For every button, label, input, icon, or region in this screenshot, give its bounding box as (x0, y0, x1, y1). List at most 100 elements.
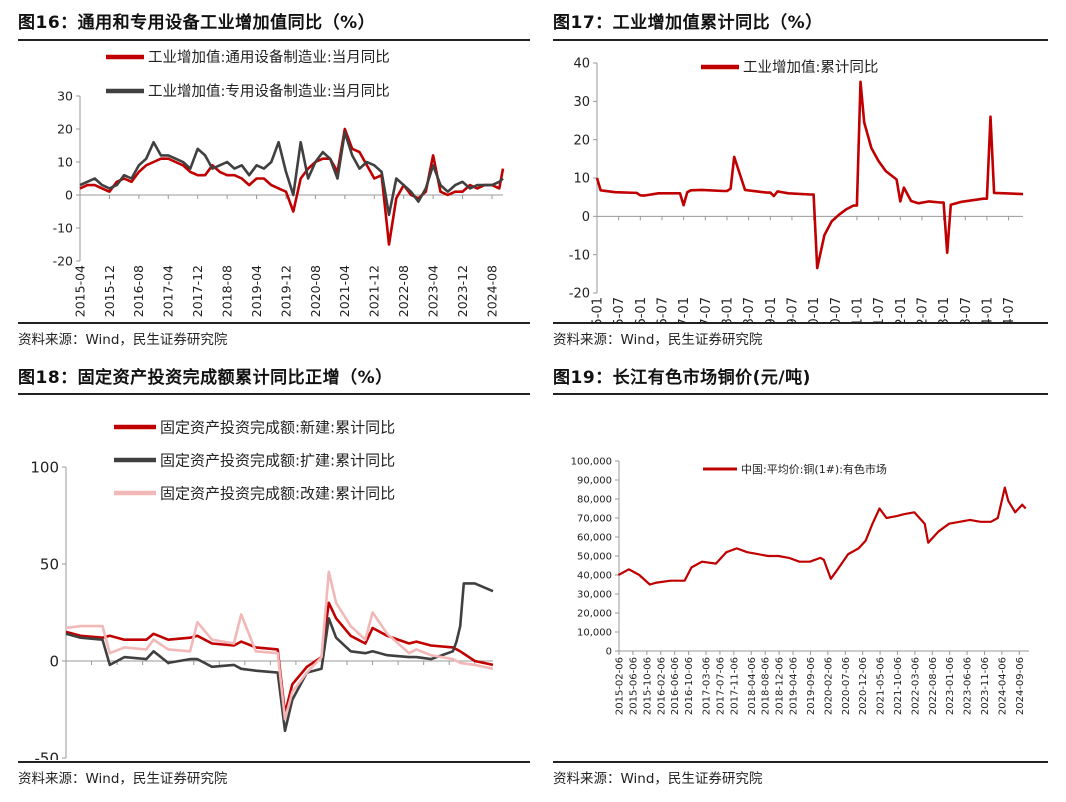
x-tick-label: 2016-01 (634, 297, 649, 323)
x-tick-label: 2017-03-06 (702, 657, 713, 715)
x-tick-label: 2016-06-06 (670, 657, 681, 715)
y-tick-label: -20 (569, 287, 590, 302)
x-tick-label: 2017-01 (677, 297, 692, 323)
series-line (79, 131, 504, 217)
x-tick-label: 2017-07 (699, 297, 714, 323)
x-tick-label: 2023-01 (937, 297, 952, 323)
legend-label: 固定资产投资完成额:扩建:累计同比 (160, 451, 395, 469)
chart-18: 100500-502015-022015-092016-042016-11201… (30, 418, 494, 760)
x-tick-label: 2022-07 (915, 297, 930, 323)
figure-18: 图18：固定资产投资完成额累计同比正增（%） 100500-502015-022… (18, 363, 530, 793)
x-tick-label: 2018-12-06 (775, 657, 786, 715)
y-tick-label: 90,000 (577, 476, 612, 487)
x-tick-label: 2015-12 (102, 265, 117, 317)
x-tick-label: 2021-07 (872, 297, 887, 323)
y-tick-label: -20 (53, 254, 73, 269)
x-tick-label: 2019-04 (249, 265, 264, 317)
series-line (617, 486, 1027, 586)
x-tick-label: 2016-08 (131, 265, 146, 317)
title-rule (18, 393, 530, 395)
x-tick-label: 2022-01 (894, 297, 909, 323)
title-rule (18, 39, 530, 41)
source-rule (18, 761, 530, 763)
legend-label: 工业增加值:专用设备制造业:当月同比 (148, 83, 390, 100)
y-tick-label: -50 (35, 749, 60, 760)
x-tick-label: 2020-08 (308, 265, 323, 317)
x-tick-label: 2020-02-06 (823, 657, 834, 715)
figure-title: 图16：通用和专用设备工业增加值同比（%） (18, 13, 376, 33)
x-tick-label: 2019-12 (278, 265, 293, 317)
legend-label: 固定资产投资完成额:改建:累计同比 (160, 484, 395, 502)
y-tick-label: 50,000 (577, 552, 612, 563)
x-tick-label: 2018-07 (742, 297, 757, 323)
legend-label: 工业增加值:通用设备制造业:当月同比 (148, 49, 390, 66)
y-tick-label: 10 (57, 155, 73, 170)
source-note: 资料来源：Wind，民生证券研究院 (18, 771, 228, 787)
x-tick-label: 2017-12 (190, 265, 205, 317)
y-tick-label: 10 (573, 172, 590, 187)
x-tick-label: 2020-01 (807, 297, 822, 323)
source-rule (553, 322, 1048, 324)
x-tick-label: 2018-04-06 (747, 657, 758, 715)
x-tick-label: 2021-05-06 (876, 657, 887, 715)
title-rule (553, 393, 1048, 395)
x-tick-label: 2024-01 (980, 297, 995, 323)
y-tick-label: 20 (57, 122, 73, 137)
series-line (79, 127, 505, 246)
x-tick-label: 2015-06-06 (628, 657, 639, 715)
y-tick-label: 0 (65, 188, 73, 203)
x-tick-label: 2017-07-06 (715, 657, 726, 715)
figure-19: 图19：长江有色市场铜价(元/吨) 100,000 90,000 80,000 70,… (553, 363, 1048, 793)
x-tick-label: 2015-01 (591, 297, 606, 323)
source-note: 资料来源：Wind，民生证券研究院 (553, 771, 763, 787)
x-tick-label: 2024-08 (484, 265, 499, 317)
y-tick-label: 70,000 (577, 514, 612, 525)
x-tick-label: 2022-08-06 (928, 657, 939, 715)
x-tick-label: 2019-04-06 (789, 657, 800, 715)
x-tick-label: 2024-09-06 (1015, 657, 1026, 715)
x-tick-label: 2015-04 (72, 265, 87, 317)
figure-16: 图16：通用和专用设备工业增加值同比（%） 30 20 10 0 -10 -20 2015-… (18, 8, 530, 353)
x-tick-label: 2021-01 (850, 297, 865, 323)
x-tick-label: 2020-12-06 (858, 657, 869, 715)
x-tick-label: 2021-12 (367, 265, 382, 317)
x-tick-label: 2018-08-06 (761, 657, 772, 715)
x-tick-label: 2017-11-06 (729, 657, 740, 715)
x-tick-label: 2018-01 (721, 297, 736, 323)
y-tick-label: 10,000 (577, 628, 612, 639)
source-rule (18, 322, 530, 324)
x-tick-label: 2017-04 (161, 265, 176, 317)
series-line (65, 582, 494, 733)
x-tick-label: 2023-11-06 (980, 657, 991, 715)
y-tick-label: 60,000 (577, 533, 612, 544)
y-tick-label: 100 (30, 458, 59, 476)
source-rule (553, 761, 1048, 763)
series-line (65, 601, 494, 715)
title-rule (553, 39, 1048, 41)
figure-title: 图17：工业增加值累计同比（%） (553, 13, 823, 33)
x-tick-label: 2015-10-06 (642, 657, 653, 715)
x-tick-label: 2016-10-06 (684, 657, 695, 715)
y-tick-label: 0 (606, 647, 612, 658)
series-line (65, 570, 494, 721)
x-tick-label: 2023-06-06 (963, 657, 974, 715)
x-tick-label: 2023-04 (425, 265, 440, 317)
y-tick-label: -10 (53, 221, 73, 236)
figure-title: 图18：固定资产投资完成额累计同比正增（%） (18, 368, 393, 388)
y-tick-label: 30 (573, 95, 590, 110)
y-tick-label: 80,000 (577, 495, 612, 506)
x-tick-label: 2019-01 (764, 297, 779, 323)
y-tick-label: 0 (49, 652, 59, 670)
y-tick-label: 0 (582, 210, 590, 225)
x-tick-label: 2022-03-06 (910, 657, 921, 715)
x-tick-label: 2021-04 (337, 265, 352, 317)
y-tick-label: 30,000 (577, 590, 612, 601)
legend-label: 中国:平均价:铜(1#):有色市场 (741, 462, 887, 476)
y-tick-label: 20,000 (577, 609, 612, 620)
x-tick-label: 2024-07 (1002, 297, 1017, 323)
source-note: 资料来源：Wind，民生证券研究院 (18, 332, 228, 348)
legend-label: 工业增加值:累计同比 (743, 59, 878, 76)
